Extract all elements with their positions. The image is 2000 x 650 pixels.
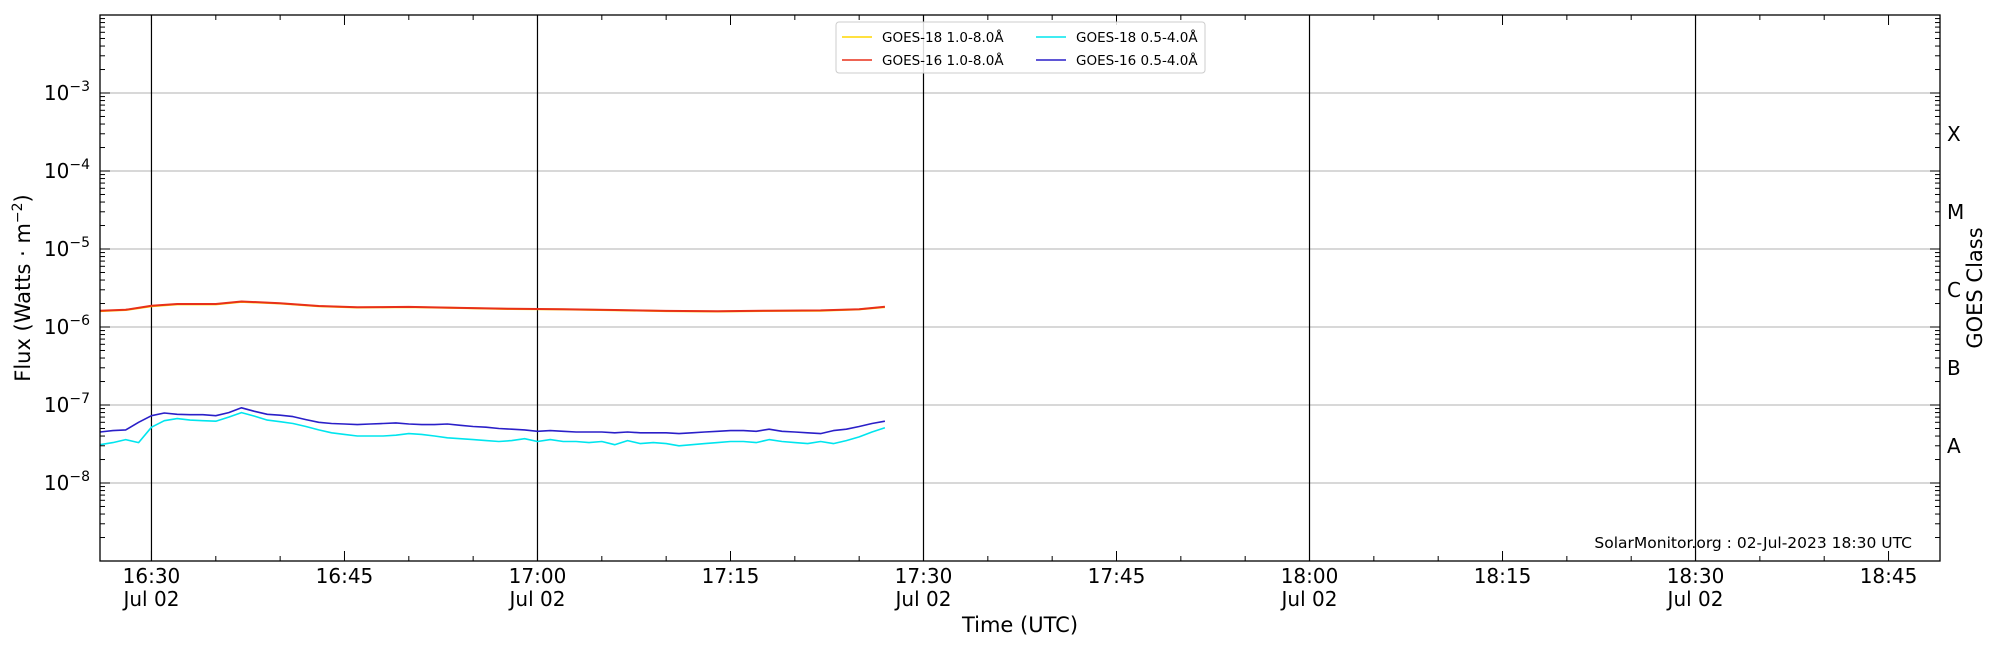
x-tick-date-label: Jul 02 (1666, 587, 1724, 611)
goes-class-labels: A B C M X (1947, 122, 1964, 458)
goes-class-x: X (1947, 122, 1961, 146)
goes-class-b: B (1947, 356, 1961, 380)
day-marker-lines (150, 15, 1697, 561)
legend-label: GOES-18 1.0-8.0Å (882, 29, 1004, 46)
x-tick-label: 18:45 (1860, 564, 1918, 588)
x-tick-label: 17:30 (895, 564, 953, 588)
y-tick-label: 10−4 (44, 157, 90, 183)
watermark: SolarMonitor.org : 02-Jul-2023 18:30 UTC (1594, 534, 1912, 552)
series-line-4 (99, 406, 886, 435)
x-tick-date-label: Jul 02 (508, 587, 566, 611)
y-axis-title-superscript: −2 (10, 202, 26, 223)
legend-label: GOES-18 0.5-4.0Å (1076, 29, 1198, 46)
plot-frame (99, 14, 1941, 562)
right-axis-title: GOES Class (1963, 227, 1987, 348)
y-tick-label: 10−6 (44, 313, 90, 339)
x-tick-label: 18:15 (1474, 564, 1532, 588)
x-tick-label: 17:45 (1088, 564, 1146, 588)
series-lines (99, 300, 886, 447)
y-tick-label: 10−3 (44, 79, 90, 105)
axis-ticks (100, 15, 1940, 562)
grid-lines (100, 92, 1940, 484)
x-tick-label: 18:30 (1667, 564, 1725, 588)
goes-class-a: A (1947, 434, 1961, 458)
series-line-2 (99, 300, 885, 313)
legend-label: GOES-16 0.5-4.0Å (1076, 52, 1198, 69)
y-tick-labels: 10−8 10−7 10−6 10−5 10−4 10−3 (44, 79, 90, 495)
x-tick-date-label: Jul 02 (894, 587, 952, 611)
goes-class-m: M (1947, 200, 1964, 224)
x-axis-title: Time (UTC) (961, 613, 1078, 637)
x-tick-label: 16:45 (316, 564, 374, 588)
legend-label: GOES-16 1.0-8.0Å (882, 52, 1004, 69)
x-tick-label: 17:00 (509, 564, 567, 588)
x-tick-label: 18:00 (1281, 564, 1339, 588)
y-axis-title: Flux (Watts · m−2) (10, 194, 35, 382)
y-tick-label: 10−7 (44, 391, 90, 417)
y-tick-label: 10−8 (44, 469, 90, 495)
x-tick-label: 16:30 (123, 564, 181, 588)
x-tick-date-label: Jul 02 (121, 587, 179, 611)
y-tick-label: 10−5 (44, 235, 90, 261)
goes-class-c: C (1947, 278, 1961, 302)
legend: GOES-18 1.0-8.0Å GOES-16 1.0-8.0Å GOES-18 … (835, 21, 1206, 74)
series-line-3 (99, 411, 886, 447)
x-tick-label: 17:15 (702, 564, 760, 588)
x-tick-date-label: Jul 02 (1280, 587, 1338, 611)
legend-box (835, 21, 1206, 74)
